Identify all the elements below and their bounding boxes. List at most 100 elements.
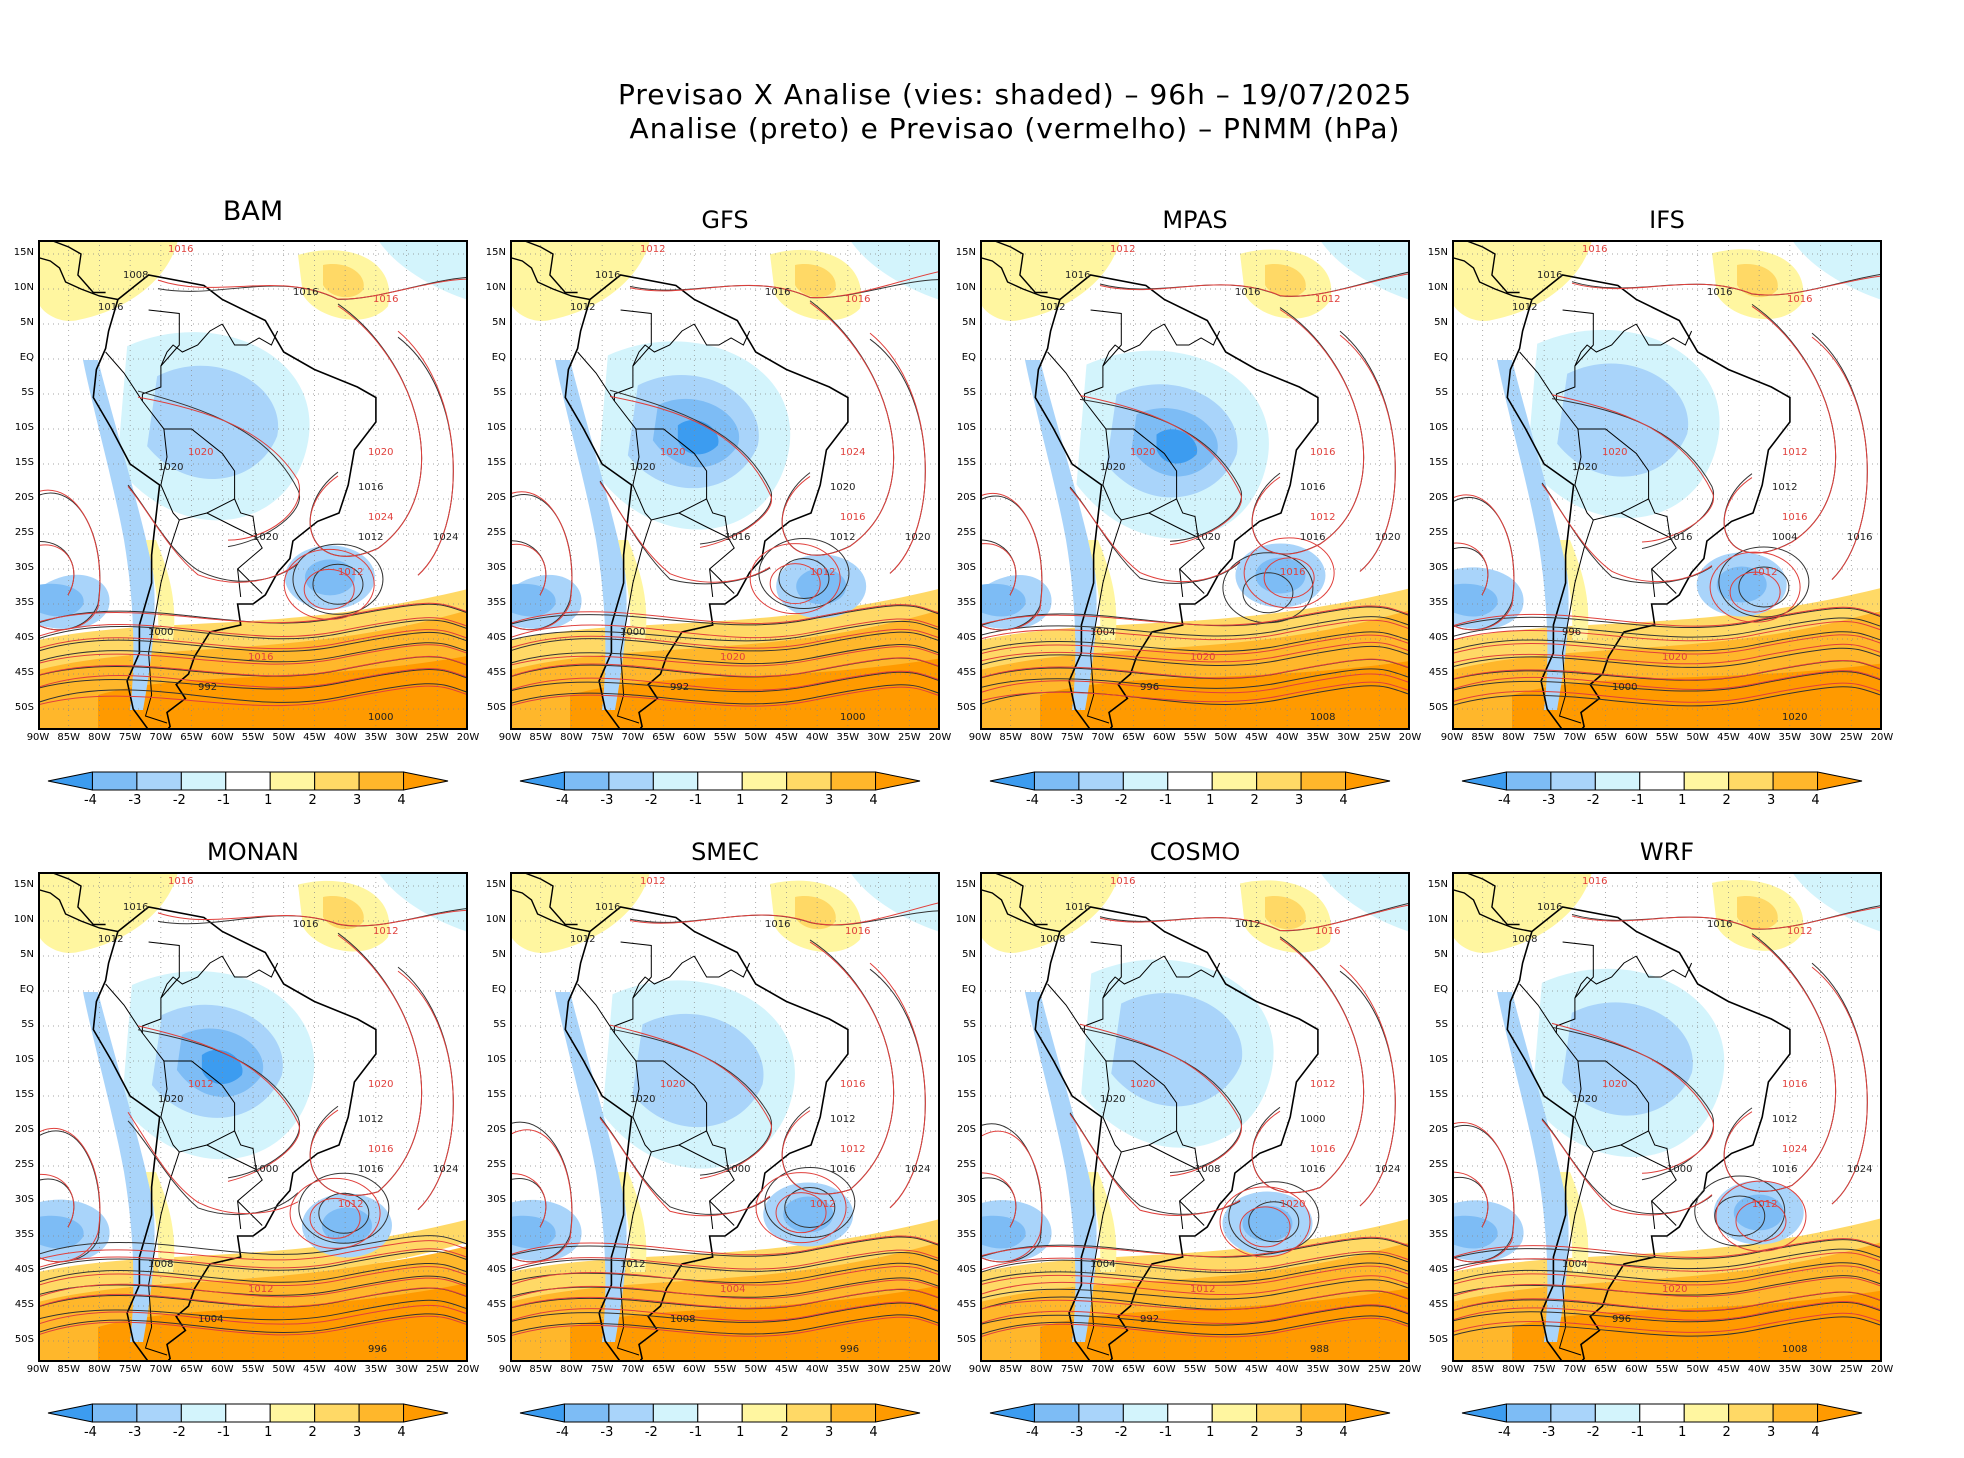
analysis-isobar-label: 1012 xyxy=(358,532,383,543)
lon-tick-label: 85W xyxy=(57,1364,81,1375)
colorbar-swatch xyxy=(1817,771,1863,791)
colorbar-label: 4 xyxy=(1811,1425,1820,1440)
analysis-isobar-label: 1016 xyxy=(358,1164,383,1175)
lat-tick-label: 45S xyxy=(486,1299,506,1310)
lat-lon-grid xyxy=(512,242,938,728)
colorbar-swatch xyxy=(1550,771,1596,791)
lon-tick-label: 80W xyxy=(560,1364,583,1375)
lon-tick-label: 60W xyxy=(682,732,706,743)
lon-tick-label: 80W xyxy=(1030,732,1053,743)
lat-tick-label: EQ xyxy=(491,984,506,995)
analysis-isobar-label: 1008 xyxy=(1310,712,1335,723)
forecast-isobar-label: 1016 xyxy=(248,652,273,663)
analysis-isobar-label: 1000 xyxy=(725,1164,750,1175)
lon-tick-label: 60W xyxy=(1152,1364,1176,1375)
colorbar-swatch xyxy=(1033,1403,1080,1423)
colorbar-swatch xyxy=(358,771,405,791)
analysis-isobar-label: 1008 xyxy=(670,1314,695,1325)
forecast-isobar-label: 1016 xyxy=(1782,512,1807,523)
lat-tick-label: 10S xyxy=(14,422,34,433)
coastline xyxy=(982,242,1319,728)
analysis-isobar-label: 1016 xyxy=(1537,902,1562,913)
colorbar-swatch xyxy=(1728,1403,1774,1423)
colorbar-label: -3 xyxy=(1542,1425,1556,1440)
analysis-isobar-label: 1016 xyxy=(1300,482,1325,493)
lat-tick-label: 45S xyxy=(956,1299,976,1310)
lon-tick-label: 40W xyxy=(1747,732,1771,743)
forecast-isobar-label: 1012 xyxy=(640,244,665,255)
analysis-isobar-label: 1020 xyxy=(1782,712,1807,723)
lat-tick-label: EQ xyxy=(1433,352,1448,363)
lat-tick-label: 25S xyxy=(1428,1159,1448,1170)
analysis-isobar-label: 1008 xyxy=(1782,1344,1807,1355)
bias-map: 1016 1016 1012 1020 1024 1016 1012 1008 996 1000 1… xyxy=(512,874,938,1360)
panel-title: IFS xyxy=(1649,206,1685,234)
colorbar-swatch xyxy=(1122,771,1169,791)
lat-tick-label: 15S xyxy=(486,457,506,468)
country-borders xyxy=(1047,941,1221,1356)
colorbar-label: -4 xyxy=(1497,793,1511,808)
colorbar-swatch xyxy=(225,771,271,791)
lat-tick-label: 45S xyxy=(1428,667,1448,678)
lon-tick-label: 80W xyxy=(88,1364,111,1375)
lon-tick-label: 75W xyxy=(1532,732,1556,743)
analysis-isobar-label: 1016 xyxy=(1707,919,1732,930)
forecast-isobar-label: 1012 xyxy=(188,1079,213,1090)
analysis-isobar-label: 1000 xyxy=(368,712,393,723)
lon-tick-label: 80W xyxy=(1502,732,1525,743)
lon-tick-label: 60W xyxy=(210,732,234,743)
lon-tick-label: 90W xyxy=(968,1364,992,1375)
lon-tick-label: 65W xyxy=(652,732,675,743)
colorbar xyxy=(519,1403,921,1423)
analysis-isobar-label: 1020 xyxy=(1195,532,1220,543)
lat-tick-label: 10N xyxy=(13,914,34,925)
lat-tick-label: 35S xyxy=(486,597,506,608)
lon-tick-label: 85W xyxy=(999,1364,1023,1375)
colorbar-label: 3 xyxy=(1766,793,1776,808)
colorbar-swatch xyxy=(608,771,654,791)
lat-tick-label: 15S xyxy=(486,1089,506,1100)
analysis-isobar-label: 1020 xyxy=(1100,1094,1125,1105)
lat-tick-label: 15N xyxy=(1427,247,1448,258)
lon-tick-label: 35W xyxy=(1778,732,1802,743)
lat-tick-label: 5N xyxy=(1434,317,1448,328)
lon-tick-label: 55W xyxy=(1183,732,1207,743)
colorbar-swatch xyxy=(91,771,138,791)
lat-tick-label: 35S xyxy=(956,597,976,608)
lon-tick-label: 40W xyxy=(333,1364,357,1375)
bias-map: 1016 1016 1012 1020 1024 1016 1008 1004 996 1000 1… xyxy=(40,874,466,1360)
lon-tick-label: 35W xyxy=(1306,1364,1330,1375)
lon-tick-label: 85W xyxy=(529,1364,553,1375)
lat-tick-label: 10N xyxy=(955,282,976,293)
lon-tick-label: 25W xyxy=(897,1364,921,1375)
lon-tick-label: 90W xyxy=(1440,1364,1464,1375)
lat-lon-grid xyxy=(512,874,938,1360)
bias-map: 1016 1016 1012 1020 1020 1012 1000 992 1000 1016 1… xyxy=(512,242,938,728)
colorbar-swatch xyxy=(741,1403,788,1423)
lon-tick-label: 85W xyxy=(57,732,81,743)
analysis-isobar-label: 1008 xyxy=(148,1259,173,1270)
analysis-isobar-label: 1012 xyxy=(1235,919,1260,930)
lon-tick-label: 30W xyxy=(1809,732,1832,743)
forecast-isobar-label: 1012 xyxy=(338,567,363,578)
forecast-isobar-label: 1016 xyxy=(1310,1144,1335,1155)
colorbar-label: -3 xyxy=(600,1425,614,1440)
colorbar-swatch xyxy=(314,771,360,791)
lat-tick-label: 15N xyxy=(955,879,976,890)
lat-tick-label: 25S xyxy=(1428,527,1448,538)
colorbar xyxy=(47,771,449,791)
lat-tick-label: 25S xyxy=(956,1159,976,1170)
lat-lon-grid xyxy=(40,874,466,1360)
lon-tick-label: 80W xyxy=(1030,1364,1053,1375)
lat-tick-label: 45S xyxy=(956,667,976,678)
lat-tick-label: 10S xyxy=(14,1054,34,1065)
lon-tick-label: 25W xyxy=(425,732,449,743)
lon-tick-label: 45W xyxy=(1245,732,1268,743)
panel-cosmo: COSMO 1016 1012 1008 1020 1024 1016 1004 992 988 1… xyxy=(956,838,1450,1458)
analysis-isobar-label: 1008 xyxy=(1040,934,1065,945)
colorbar-swatch xyxy=(1505,1403,1552,1423)
lon-tick-label: 20W xyxy=(1870,1364,1894,1375)
lon-tick-label: 30W xyxy=(1337,1364,1360,1375)
colorbar-label: -2 xyxy=(644,793,658,808)
colorbar-swatch xyxy=(1078,1403,1124,1423)
